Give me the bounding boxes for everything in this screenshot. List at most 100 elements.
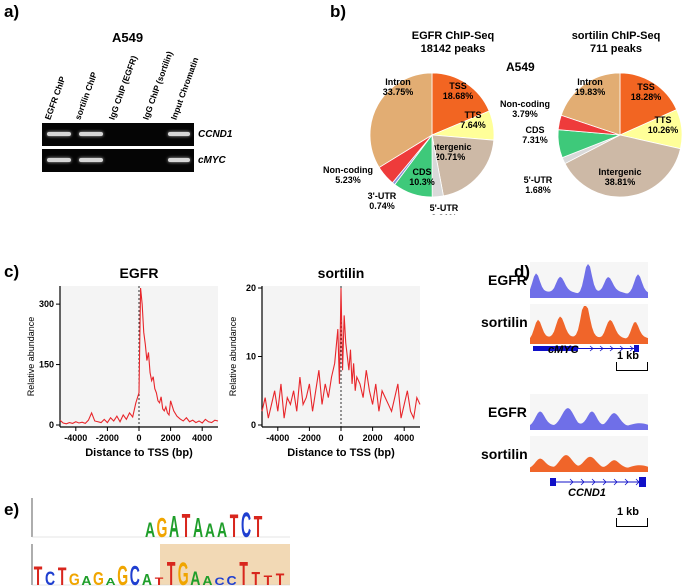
- logo-letter: A: [142, 572, 152, 587]
- logo-letter: A: [169, 510, 179, 545]
- pie-slice-intergenic: [564, 134, 681, 198]
- pie-label-value: 3.79%: [512, 109, 538, 119]
- lane-label-input-chromatin: Input Chromatin: [168, 55, 201, 121]
- pie-label-value: 5.23%: [335, 175, 361, 185]
- pie-label-name: Non-coding: [323, 165, 373, 175]
- gel-band: [168, 158, 190, 162]
- gene-exon: [634, 345, 639, 352]
- series-line: [59, 287, 219, 425]
- pie-slice-tss: [619, 72, 678, 136]
- x-tick-label: 2000: [161, 433, 181, 443]
- pie-label-name: TTS: [465, 110, 482, 120]
- y-axis-label: Relative abundance: [228, 317, 238, 397]
- logo-letter: T: [167, 556, 176, 587]
- x-tick-label: -4000: [266, 433, 289, 443]
- track-signal-egfr: [530, 407, 648, 430]
- pie-label-name: 5'-UTR: [430, 203, 459, 213]
- y-tick-label: 10: [246, 352, 256, 362]
- pie-label-name: 5'-UTR: [524, 175, 553, 185]
- pie-label-name: Intergenic: [428, 142, 471, 152]
- scale-bar: [616, 518, 648, 527]
- x-tick-label: 4000: [192, 433, 212, 443]
- lane-label-sortilin-chip: sortilin ChIP: [72, 70, 100, 121]
- pie-cell-line: A549: [506, 60, 535, 74]
- logo-letter: G: [69, 571, 80, 587]
- pie-label-value: 7.64%: [460, 120, 486, 130]
- pie2-title: sortilin ChIP-Seq 711 peaks: [556, 30, 676, 56]
- line-plot-egfr: 0 150 300 -4000 -2000 0 2000 4000 EGFR Distance t…: [26, 265, 219, 459]
- lane-label-egfr-chip: EGFR ChIP: [42, 74, 68, 121]
- pie-slice-tss: [431, 72, 490, 136]
- motif-highlight: [160, 544, 290, 585]
- pie-label-name: Intron: [577, 77, 603, 87]
- pie-label-value: 0.74%: [369, 201, 395, 211]
- y-axis-label: Relative abundance: [26, 317, 36, 397]
- logo-letter: C: [227, 574, 238, 587]
- panel-e-letter: e): [4, 500, 20, 519]
- y-tick-label: 150: [39, 360, 54, 370]
- line-plot-sortilin: 0 10 20 -4000 -2000 0 2000 4000 sortilin Distance…: [228, 265, 421, 459]
- logo-letter: T: [276, 571, 285, 587]
- lane-label-igg-sortilin: IgG ChIP (sortilin): [140, 49, 175, 121]
- pie-label-name: TTS: [655, 115, 672, 125]
- pie1-title: EGFR ChIP-Seq 18142 peaks: [393, 30, 513, 56]
- pie-label-value: 10.26%: [648, 125, 679, 135]
- panel-a-letter: a): [4, 2, 20, 21]
- panel-b-letter: b): [330, 2, 347, 21]
- x-tick-label: 4000: [394, 433, 414, 443]
- pie-slice-intergenic: [431, 134, 495, 197]
- track-label-sortilin-cmyc: sortilin: [481, 314, 528, 330]
- logo-letter: A: [202, 574, 213, 587]
- logo-letter: A: [106, 576, 116, 587]
- logo-letter: C: [130, 560, 140, 587]
- gel-band: [79, 132, 103, 136]
- pie-label-name: CDS: [412, 167, 431, 177]
- pie-charts: TSS18.68%TTS7.64%Intergenic20.71%5'-UTR2…: [323, 72, 683, 215]
- pie-label-value: 1.68%: [525, 185, 551, 195]
- gene-exon: [639, 477, 646, 487]
- y-tick-label: 0: [251, 420, 256, 430]
- gene-exon: [550, 478, 556, 486]
- logo-letter: G: [157, 512, 168, 544]
- plot-title: EGFR: [120, 265, 159, 281]
- gel-cmyc: [42, 149, 194, 172]
- scale-label: 1 kb: [617, 506, 640, 518]
- gel-band: [47, 132, 71, 136]
- y-tick-label: 300: [39, 299, 54, 309]
- gel-ccnd1: [42, 123, 194, 146]
- pie-label-value: 10.3%: [409, 177, 435, 187]
- pie-label-name: TSS: [637, 82, 655, 92]
- gene-exon: [533, 346, 578, 351]
- logo-letter: G: [117, 560, 128, 587]
- pie-label-value: 18.68%: [443, 91, 474, 101]
- pie-label-name: Intergenic: [598, 167, 641, 177]
- x-tick-label: 0: [338, 433, 343, 443]
- track-signal-sortilin: [530, 306, 648, 344]
- logo-letter: C: [214, 575, 224, 587]
- pie-label-name: Non-coding: [500, 99, 550, 109]
- logo-letter: T: [254, 510, 263, 545]
- pie-slice-intron: [369, 72, 433, 168]
- pie1-title-line2: 18142 peaks: [420, 43, 486, 55]
- pie-label-value: 7.31%: [522, 135, 548, 145]
- gel-label-cmyc: cMYC: [198, 155, 226, 166]
- track-label-egfr-cmyc: EGFR: [488, 272, 527, 288]
- gel-band: [47, 158, 71, 162]
- pie-label-value: 20.71%: [435, 152, 466, 162]
- pie-label-value: 33.75%: [383, 87, 414, 97]
- gene-label-ccnd1: CCND1: [568, 487, 606, 499]
- logo-letter: A: [205, 520, 215, 542]
- logo-letter: T: [264, 572, 273, 587]
- panel-d-letter: d): [514, 262, 531, 281]
- series-line: [261, 287, 421, 421]
- x-tick-label: -2000: [96, 433, 119, 443]
- pie-label-name: 3'-UTR: [368, 191, 397, 201]
- y-tick-label: 20: [246, 283, 256, 293]
- logo-letter: C: [241, 505, 251, 544]
- x-tick-label: 0: [136, 433, 141, 443]
- x-tick-label: -2000: [298, 433, 321, 443]
